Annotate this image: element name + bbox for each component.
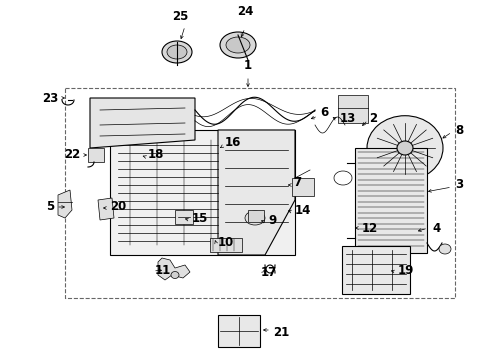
Text: 19: 19	[398, 264, 415, 276]
Text: 15: 15	[192, 211, 208, 225]
Bar	[210, 238, 242, 252]
Bar	[342, 246, 410, 294]
Text: 10: 10	[218, 235, 234, 248]
Text: 9: 9	[268, 213, 276, 226]
Text: 8: 8	[455, 123, 463, 136]
Bar	[88, 148, 104, 162]
Bar	[292, 178, 314, 196]
Text: 24: 24	[237, 5, 253, 18]
Bar	[338, 95, 368, 123]
Polygon shape	[158, 258, 190, 280]
Text: 11: 11	[155, 264, 171, 276]
Text: 25: 25	[172, 10, 188, 23]
Ellipse shape	[220, 32, 256, 58]
Ellipse shape	[167, 45, 187, 59]
Ellipse shape	[439, 244, 451, 254]
Bar	[110, 130, 295, 255]
Bar	[248, 210, 264, 222]
Ellipse shape	[367, 116, 443, 180]
Text: 13: 13	[340, 112, 356, 125]
Polygon shape	[98, 198, 114, 220]
Text: 12: 12	[362, 221, 378, 234]
Text: 16: 16	[225, 136, 242, 149]
Text: 2: 2	[369, 112, 377, 125]
Bar	[218, 315, 260, 347]
Text: 6: 6	[320, 107, 328, 120]
Ellipse shape	[245, 211, 265, 225]
Text: 14: 14	[295, 203, 311, 216]
Polygon shape	[90, 98, 195, 148]
Ellipse shape	[162, 41, 192, 63]
Text: 22: 22	[64, 148, 80, 162]
Text: 18: 18	[148, 148, 164, 162]
Text: 20: 20	[110, 201, 126, 213]
Text: 4: 4	[432, 221, 440, 234]
Text: 5: 5	[46, 201, 54, 213]
Text: 23: 23	[42, 91, 58, 104]
Text: 17: 17	[261, 266, 277, 279]
Polygon shape	[58, 190, 72, 218]
Ellipse shape	[171, 271, 179, 279]
Ellipse shape	[397, 141, 413, 155]
Text: 7: 7	[293, 176, 301, 189]
Text: 21: 21	[273, 325, 289, 338]
Text: 1: 1	[244, 59, 252, 72]
Bar	[355, 148, 427, 253]
Text: 3: 3	[455, 179, 463, 192]
Bar	[65, 88, 455, 298]
Bar	[175, 210, 193, 224]
Polygon shape	[218, 130, 295, 255]
Ellipse shape	[226, 37, 250, 53]
